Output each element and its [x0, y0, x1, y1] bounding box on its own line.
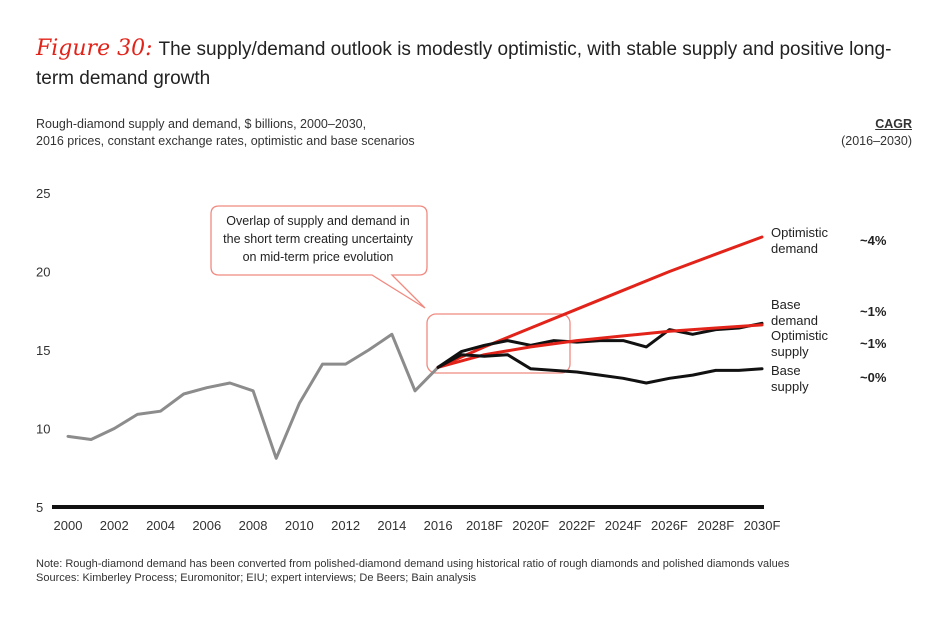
series-label-optimistic-demand: demand: [771, 241, 818, 256]
series-line-optimistic-supply: [436, 323, 764, 369]
x-tick-label: 2006: [192, 518, 221, 533]
x-tick-label: 2024F: [605, 518, 642, 533]
series-line-optimistic-demand: [436, 235, 764, 369]
figure-title-text: The supply/demand outlook is modestly op…: [36, 39, 892, 89]
x-tick-label: 2016: [424, 518, 453, 533]
series-label-base-demand: Base: [771, 297, 801, 312]
x-tick-label: 2008: [239, 518, 268, 533]
x-tick-label: 2030F: [744, 518, 781, 533]
chart-subtitle: Rough-diamond supply and demand, $ billi…: [36, 116, 415, 150]
x-tick-label: 2018F: [466, 518, 503, 533]
callout-line-2: the short term creating uncertainty: [223, 232, 413, 246]
y-axis: 5 10 15 20 25: [36, 186, 50, 515]
series-line-historical: [66, 332, 440, 460]
y-tick-label: 10: [36, 422, 50, 437]
x-tick-label: 2022F: [558, 518, 595, 533]
callout-bubble: [210, 205, 428, 309]
sources-text: Sources: Kimberley Process; Euromonitor;…: [36, 572, 477, 584]
callout-line-3: on mid-term price evolution: [243, 250, 394, 264]
x-tick-label: 2002: [100, 518, 129, 533]
series-labels: Optimisticdemand~4%Basedemand~1%Optimist…: [771, 225, 887, 394]
x-tick-label: 2014: [377, 518, 406, 533]
x-tick-label: 2026F: [651, 518, 688, 533]
y-tick-label: 15: [36, 343, 50, 358]
cagr-value-base-demand: ~1%: [860, 304, 887, 319]
cagr-value-optimistic-supply: ~1%: [860, 336, 887, 351]
x-tick-label: 2004: [146, 518, 175, 533]
x-tick-label: 2010: [285, 518, 314, 533]
x-axis: 2000 2002 2004 2006 2008 2010 2012 2014 2016 2018…: [52, 505, 781, 533]
callout-line-1: Overlap of supply and demand in: [226, 214, 409, 228]
series-label-base-supply: supply: [771, 379, 809, 394]
x-tick-label: 2000: [54, 518, 83, 533]
figure-label: Figure 30:: [36, 36, 153, 61]
series-label-optimistic-demand: Optimistic: [771, 225, 829, 240]
x-tick-label: 2028F: [697, 518, 734, 533]
y-tick-label: 25: [36, 186, 50, 201]
figure-title: Figure 30: The supply/demand outlook is m…: [36, 34, 926, 93]
cagr-value-base-supply: ~0%: [860, 370, 887, 385]
series-line-base-supply: [436, 353, 764, 385]
overlap-highlight-box: [426, 313, 571, 374]
note-text: Note: Rough-diamond demand has been conv…: [36, 558, 790, 570]
series-label-optimistic-supply: Optimistic: [771, 328, 829, 343]
y-tick-label: 5: [36, 500, 43, 515]
series-lines: [66, 235, 764, 460]
series-label-base-supply: Base: [771, 363, 801, 378]
y-tick-label: 20: [36, 265, 50, 280]
series-label-optimistic-supply: supply: [771, 344, 809, 359]
x-tick-label: 2012: [331, 518, 360, 533]
series-label-base-demand: demand: [771, 313, 818, 328]
cagr-title: CAGR: [875, 117, 912, 131]
cagr-header: CAGR (2016–2030): [841, 116, 912, 150]
series-line-base-demand: [436, 321, 764, 369]
cagr-value-optimistic-demand: ~4%: [860, 233, 887, 248]
x-tick-label: 2020F: [512, 518, 549, 533]
subtitle-line-1: Rough-diamond supply and demand, $ billi…: [36, 117, 367, 131]
subtitle-line-2: 2016 prices, constant exchange rates, op…: [36, 134, 415, 148]
chart-notes: Note: Rough-diamond demand has been conv…: [36, 557, 789, 585]
cagr-period: (2016–2030): [841, 134, 912, 148]
